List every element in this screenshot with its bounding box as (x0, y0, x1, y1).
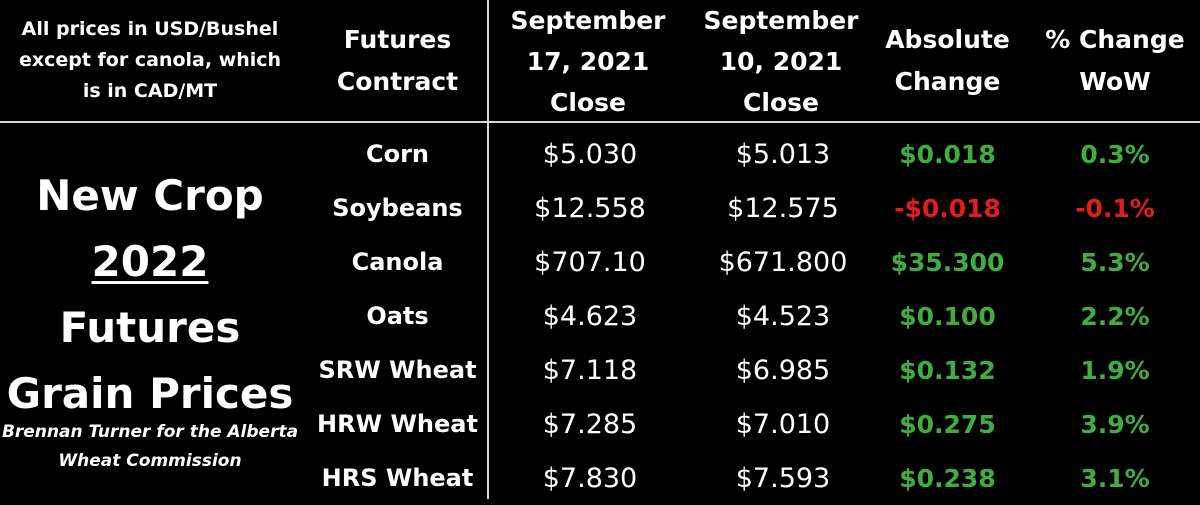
sep17-close-value: $707.10 (534, 246, 646, 278)
sep10-close-value: $7.593 (735, 462, 831, 494)
absolute-change-value: -$0.018 (894, 193, 1001, 223)
table-row: Oats $4.623 $4.523 $0.100 2.2% (300, 289, 1200, 343)
title-year: 2022 (91, 237, 209, 286)
header-sep10-close: September 10, 2021 Close (703, 6, 859, 117)
contract-name: HRS Wheat (321, 464, 474, 492)
sep17-close-value: $7.118 (542, 354, 638, 386)
contract-name: Oats (366, 302, 429, 330)
title-line-2-rest: Futures (59, 303, 241, 352)
contract-name: HRW Wheat (317, 410, 478, 438)
pct-change-value: 2.2% (1080, 301, 1150, 331)
sep10-close-value: $12.575 (727, 192, 839, 224)
sep17-close-value: $7.830 (542, 462, 638, 494)
credit-text: Brennan Turner for the Alberta Wheat Com… (0, 418, 300, 476)
sep17-close-value: $5.030 (542, 138, 638, 170)
main-title: New Crop 2022 Futures Grain Prices (0, 163, 300, 427)
sep17-close-value: $4.623 (542, 300, 638, 332)
title-line-2: 2022 Futures (0, 229, 300, 361)
header-futures-contract: Futures Contract (336, 24, 459, 96)
header-divider-line (0, 121, 1200, 123)
contract-name: Canola (351, 248, 444, 276)
sep10-close-value: $5.013 (735, 138, 831, 170)
credit-line-2: Wheat Commission (58, 451, 242, 471)
pct-change-value: 3.9% (1080, 409, 1150, 439)
absolute-change-value: $35.300 (890, 247, 1005, 277)
table-row: SRW Wheat $7.118 $6.985 $0.132 1.9% (300, 343, 1200, 397)
header-absolute-change: Absolute Change (885, 24, 1010, 96)
pct-change-value: 5.3% (1080, 247, 1150, 277)
pct-change-value: 1.9% (1080, 355, 1150, 385)
credit-line-1: Brennan Turner for the Alberta (1, 422, 299, 442)
sep10-close-value: $671.800 (718, 246, 848, 278)
title-line-1: New Crop (36, 171, 264, 220)
sep17-close-value: $7.285 (542, 408, 638, 440)
table-row: Soybeans $12.558 $12.575 -$0.018 -0.1% (300, 181, 1200, 235)
absolute-change-value: $0.018 (899, 139, 996, 169)
absolute-change-value: $0.100 (899, 301, 996, 331)
title-line-3: Grain Prices (6, 369, 294, 418)
units-note: All prices in USD/Bushel except for cano… (18, 18, 282, 102)
sep10-close-value: $7.010 (735, 408, 831, 440)
sep10-close-value: $4.523 (735, 300, 831, 332)
absolute-change-value: $0.275 (899, 409, 996, 439)
contract-name: Soybeans (332, 194, 463, 222)
table-row: Canola $707.10 $671.800 $35.300 5.3% (300, 235, 1200, 289)
header-pct-change-wow: % Change WoW (1045, 24, 1185, 96)
pct-change-value: 0.3% (1080, 139, 1150, 169)
column-divider-line (487, 0, 489, 499)
table-row: Corn $5.030 $5.013 $0.018 0.3% (300, 127, 1200, 181)
absolute-change-value: $0.238 (899, 463, 996, 493)
sep17-close-value: $12.558 (534, 192, 646, 224)
absolute-change-value: $0.132 (899, 355, 996, 385)
contract-name: Corn (365, 140, 430, 168)
contract-name: SRW Wheat (318, 356, 477, 384)
pct-change-value: -0.1% (1075, 193, 1155, 223)
sep10-close-value: $6.985 (735, 354, 831, 386)
table-row: HRS Wheat $7.830 $7.593 $0.238 3.1% (300, 451, 1200, 505)
table-row: HRW Wheat $7.285 $7.010 $0.275 3.9% (300, 397, 1200, 451)
header-sep17-close: September 17, 2021 Close (510, 6, 666, 117)
pct-change-value: 3.1% (1080, 463, 1150, 493)
